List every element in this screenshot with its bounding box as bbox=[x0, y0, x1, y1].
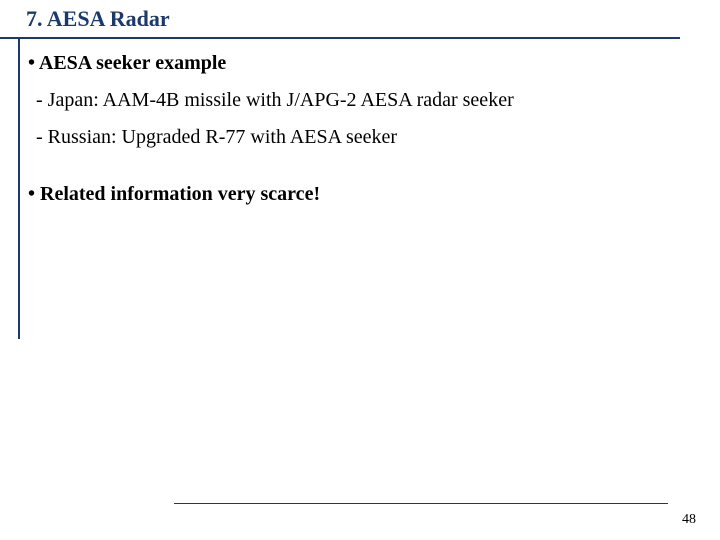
content-area: • AESA seeker example - Japan: AAM-4B mi… bbox=[28, 52, 680, 206]
line-russian: - Russian: Upgraded R-77 with AESA seeke… bbox=[36, 126, 680, 149]
left-rule bbox=[18, 39, 20, 339]
slide-title: 7. AESA Radar bbox=[26, 6, 170, 32]
bullet-info-scarce: • Related information very scarce! bbox=[28, 183, 680, 206]
top-rule bbox=[0, 37, 680, 39]
slide: 7. AESA Radar • AESA seeker example - Ja… bbox=[0, 0, 720, 540]
bottom-rule bbox=[174, 503, 668, 504]
line-japan: - Japan: AAM-4B missile with J/APG-2 AES… bbox=[36, 89, 680, 112]
page-number: 48 bbox=[682, 512, 696, 528]
bullet-seeker-example: • AESA seeker example bbox=[28, 52, 680, 75]
